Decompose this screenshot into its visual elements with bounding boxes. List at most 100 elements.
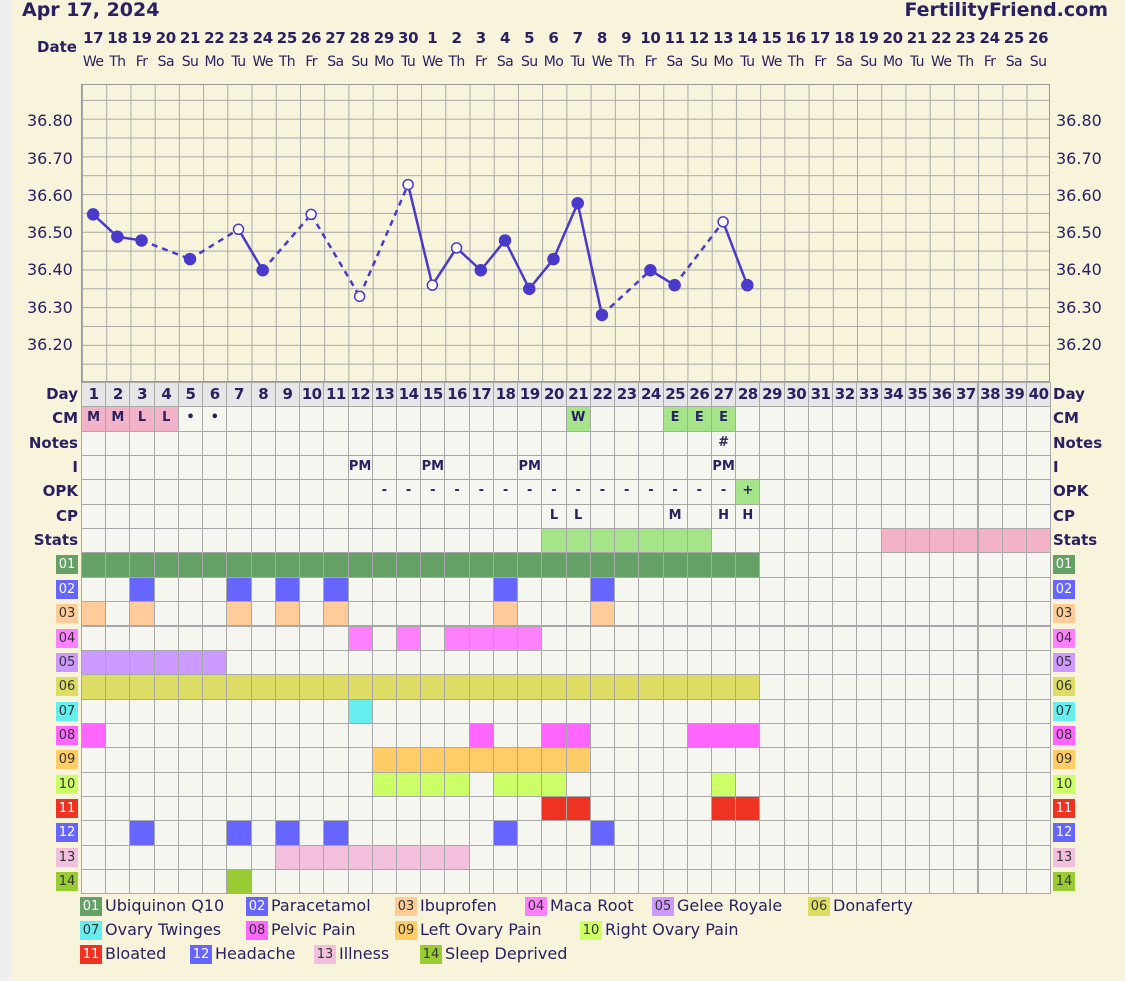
opk-cell[interactable] — [856, 479, 882, 505]
cp-cell[interactable]: H — [710, 503, 737, 530]
med-04-cell[interactable] — [323, 625, 349, 651]
med-09-cell[interactable] — [444, 747, 470, 773]
med-01-cell[interactable] — [323, 552, 349, 578]
med-07-cell[interactable] — [153, 698, 179, 724]
notes-cell[interactable] — [1001, 430, 1027, 457]
i-cell[interactable] — [686, 455, 712, 481]
i-cell[interactable] — [565, 455, 591, 481]
med-09-cell[interactable] — [299, 747, 325, 773]
opk-cell[interactable]: - — [662, 479, 688, 505]
stats-cell[interactable] — [783, 528, 809, 554]
med-02-cell[interactable] — [468, 576, 494, 603]
med-10-cell[interactable] — [444, 771, 470, 797]
cp-cell[interactable] — [856, 503, 882, 530]
med-07-cell[interactable] — [929, 698, 955, 724]
med-13-cell[interactable] — [735, 844, 761, 870]
cp-cell[interactable] — [517, 503, 543, 530]
i-cell[interactable] — [129, 455, 155, 481]
med-11-cell[interactable] — [323, 795, 349, 822]
cp-cell[interactable] — [177, 503, 204, 530]
opk-cell[interactable] — [904, 479, 931, 505]
med-04-cell[interactable] — [444, 625, 470, 651]
med-05-cell[interactable] — [856, 649, 882, 676]
med-02-cell[interactable] — [226, 576, 252, 603]
notes-cell[interactable] — [395, 430, 422, 457]
med-11-cell[interactable] — [371, 795, 397, 822]
cm-cell[interactable] — [759, 406, 785, 432]
med-06-cell[interactable] — [759, 674, 785, 700]
med-09-cell[interactable] — [541, 747, 567, 773]
med-13-cell[interactable] — [420, 844, 446, 870]
med-08-cell[interactable] — [420, 722, 446, 749]
med-08-cell[interactable] — [856, 722, 882, 749]
med-07-cell[interactable] — [492, 698, 519, 724]
med-03-cell[interactable] — [929, 601, 955, 627]
cp-cell[interactable] — [1025, 503, 1052, 530]
med-13-cell[interactable] — [444, 844, 470, 870]
med-01-cell[interactable] — [1001, 552, 1027, 578]
med-14-cell[interactable] — [638, 869, 664, 895]
opk-cell[interactable]: - — [541, 479, 567, 505]
med-03-cell[interactable] — [323, 601, 349, 627]
cp-cell[interactable] — [250, 503, 276, 530]
med-03-cell[interactable] — [807, 601, 834, 627]
med-07-cell[interactable] — [226, 698, 252, 724]
opk-cell[interactable]: - — [565, 479, 591, 505]
med-04-cell[interactable] — [904, 625, 931, 651]
cp-cell[interactable] — [807, 503, 834, 530]
notes-cell[interactable] — [977, 430, 1003, 457]
opk-cell[interactable] — [759, 479, 785, 505]
notes-cell[interactable] — [81, 430, 107, 457]
med-03-cell[interactable] — [638, 601, 664, 627]
med-14-cell[interactable] — [686, 869, 712, 895]
med-13-cell[interactable] — [807, 844, 834, 870]
med-09-cell[interactable] — [129, 747, 155, 773]
med-14-cell[interactable] — [807, 869, 834, 895]
opk-cell[interactable] — [177, 479, 204, 505]
med-09-cell[interactable] — [1025, 747, 1052, 773]
med-05-cell[interactable] — [153, 649, 179, 676]
i-cell[interactable] — [468, 455, 494, 481]
med-13-cell[interactable] — [395, 844, 422, 870]
med-13-cell[interactable] — [759, 844, 785, 870]
cm-cell[interactable] — [323, 406, 349, 432]
med-13-cell[interactable] — [977, 844, 1003, 870]
opk-cell[interactable]: - — [517, 479, 543, 505]
med-04-cell[interactable] — [856, 625, 882, 651]
i-cell[interactable] — [953, 455, 979, 481]
med-06-cell[interactable] — [129, 674, 155, 700]
med-07-cell[interactable] — [468, 698, 494, 724]
opk-cell[interactable] — [299, 479, 325, 505]
med-11-cell[interactable] — [347, 795, 373, 822]
med-02-cell[interactable] — [904, 576, 931, 603]
med-12-cell[interactable] — [977, 820, 1003, 846]
med-02-cell[interactable] — [323, 576, 349, 603]
opk-cell[interactable] — [929, 479, 955, 505]
med-01-cell[interactable] — [589, 552, 616, 578]
med-09-cell[interactable] — [347, 747, 373, 773]
med-03-cell[interactable] — [953, 601, 979, 627]
opk-cell[interactable]: - — [589, 479, 616, 505]
cp-cell[interactable] — [347, 503, 373, 530]
med-08-cell[interactable] — [129, 722, 155, 749]
med-02-cell[interactable] — [832, 576, 858, 603]
med-07-cell[interactable] — [783, 698, 809, 724]
med-03-cell[interactable] — [371, 601, 397, 627]
med-13-cell[interactable] — [105, 844, 131, 870]
med-14-cell[interactable] — [953, 869, 979, 895]
cm-cell[interactable] — [299, 406, 325, 432]
stats-cell[interactable] — [274, 528, 301, 554]
cp-cell[interactable] — [492, 503, 519, 530]
med-01-cell[interactable] — [686, 552, 712, 578]
cp-cell[interactable] — [589, 503, 616, 530]
med-08-cell[interactable] — [541, 722, 567, 749]
med-08-cell[interactable] — [686, 722, 712, 749]
med-11-cell[interactable] — [1025, 795, 1052, 822]
stats-cell[interactable] — [904, 528, 931, 554]
med-05-cell[interactable] — [565, 649, 591, 676]
med-09-cell[interactable] — [759, 747, 785, 773]
cm-cell[interactable]: M — [105, 406, 131, 432]
med-08-cell[interactable] — [153, 722, 179, 749]
med-09-cell[interactable] — [686, 747, 712, 773]
med-13-cell[interactable] — [710, 844, 737, 870]
